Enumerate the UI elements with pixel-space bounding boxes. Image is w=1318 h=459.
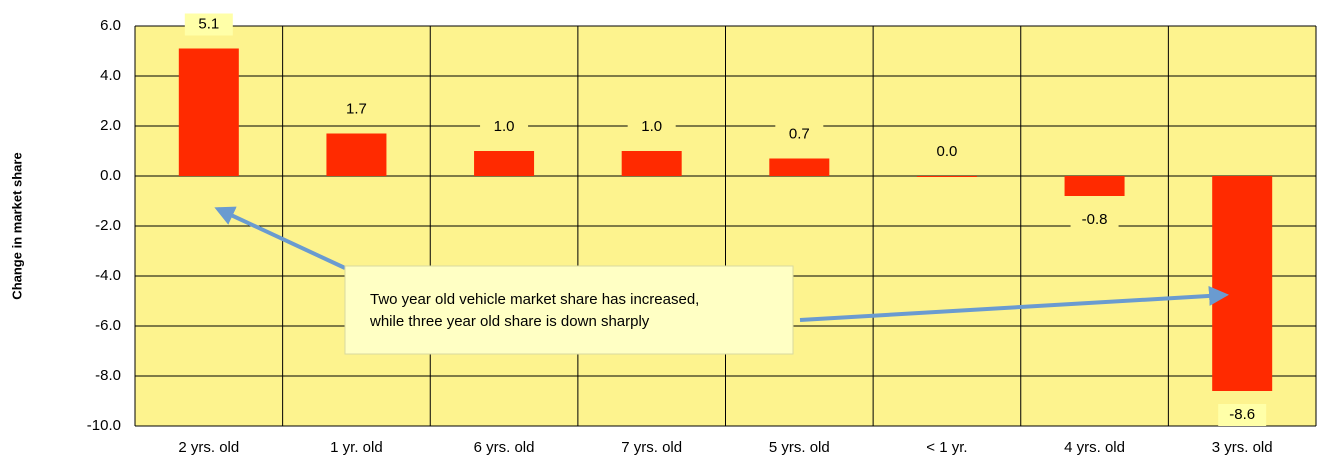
arrow (214, 206, 346, 270)
value-label-bg (184, 13, 233, 36)
y-tick-label: 6.0 (100, 17, 121, 34)
bar (326, 133, 387, 176)
bar (178, 48, 239, 176)
x-tick-label: 4 yrs. old (1064, 439, 1125, 456)
value-label: 5.1 (198, 15, 219, 32)
y-tick-label: -4.0 (95, 267, 121, 284)
y-tick-label: 2.0 (100, 117, 121, 134)
x-tick-label: 7 yrs. old (621, 439, 682, 456)
value-label-bg (775, 123, 824, 146)
annotation: while three year old share is down sharp… (369, 313, 650, 330)
y-tick-label: -2.0 (95, 217, 121, 234)
value-label: 0.0 (937, 143, 958, 160)
annotation: Two year old vehicle market share has in… (370, 291, 699, 308)
bar (769, 158, 830, 176)
value-label: 1.0 (641, 118, 662, 135)
value-label-bg (1070, 209, 1119, 231)
value-label: -8.6 (1229, 406, 1255, 423)
y-tick-label: -10.0 (87, 417, 121, 434)
bar (621, 151, 682, 176)
x-tick-label: 2 yrs. old (178, 439, 239, 456)
y-tick-label: 0.0 (100, 167, 121, 184)
value-label: 0.7 (789, 125, 810, 142)
y-tick-label: -8.0 (95, 367, 121, 384)
value-label: -0.8 (1082, 211, 1108, 228)
value-label-bg (1218, 404, 1267, 426)
x-tick-label: 3 yrs. old (1212, 439, 1273, 456)
value-label-bg (480, 116, 529, 138)
arrow (799, 285, 1229, 322)
annotation-box (344, 265, 794, 355)
value-label: 1.7 (346, 100, 367, 117)
x-tick-label: 5 yrs. old (769, 439, 830, 456)
value-label-bg (627, 116, 676, 138)
value-label: 1.0 (494, 118, 515, 135)
value-label-bg (922, 141, 971, 163)
bar (474, 151, 535, 176)
y-axis-label: Change in market share (9, 152, 24, 299)
x-tick-label: < 1 yr. (926, 439, 967, 456)
x-tick-label: 1 yr. old (330, 439, 383, 456)
bar (916, 176, 977, 177)
bar (1212, 176, 1273, 391)
y-tick-label: 4.0 (100, 67, 121, 84)
bar (1064, 176, 1125, 196)
x-tick-label: 6 yrs. old (474, 439, 535, 456)
value-label-bg (332, 98, 381, 121)
y-tick-label: -6.0 (95, 317, 121, 334)
